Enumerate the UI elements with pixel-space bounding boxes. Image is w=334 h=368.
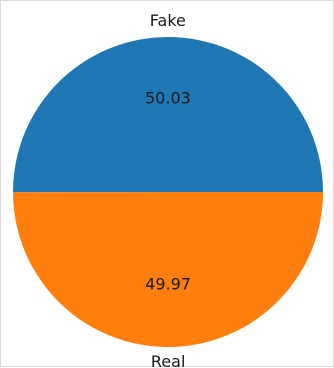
slice-label-real: Real <box>151 352 186 368</box>
pie-labels: Fake 50.03 Real 49.97 <box>145 11 191 368</box>
slice-value-real: 49.97 <box>145 274 191 293</box>
slice-label-fake: Fake <box>150 11 186 30</box>
slice-value-fake: 50.03 <box>145 89 191 108</box>
pie-slices <box>12 36 324 347</box>
pie-slice-fake <box>12 36 323 193</box>
pie-slice-real <box>13 192 324 347</box>
